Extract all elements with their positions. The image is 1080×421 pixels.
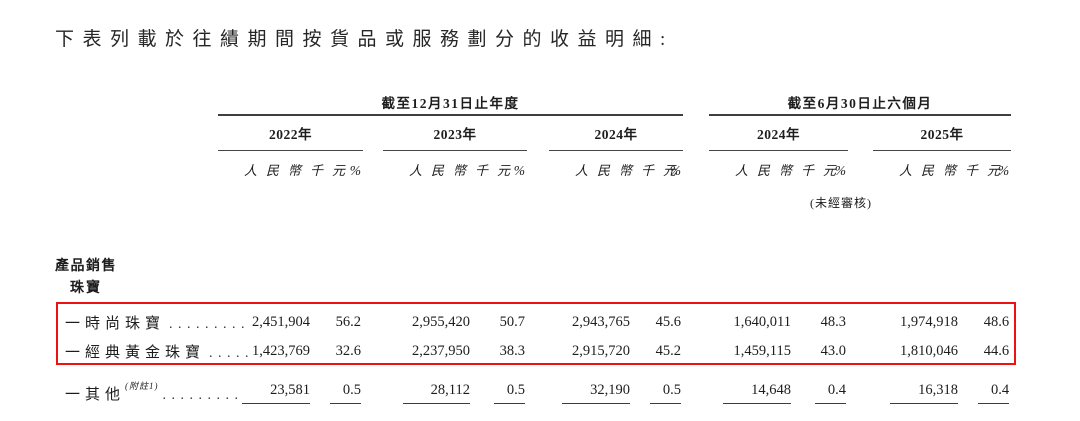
amount-cell: 2,237,950: [412, 343, 470, 359]
amount-unit-header: 人民幣千元: [575, 163, 686, 178]
amount-cell: 2,915,720: [572, 343, 630, 359]
row-label: 一其他: [65, 387, 126, 403]
amount-cell: 2,451,904: [252, 314, 310, 330]
percent-cell: 32.6: [335, 343, 361, 359]
amount-cell: 28,112: [383, 366, 473, 410]
section-label: 產品銷售: [55, 259, 117, 274]
section-row: 產品銷售: [55, 252, 1011, 278]
percent-cell: 0.4: [961, 366, 1011, 410]
leader-dots: .....: [209, 346, 255, 361]
percent-header: %: [669, 163, 681, 178]
unaudited-note-row: (未經審核): [55, 182, 1011, 212]
percent-cell: 43.0: [820, 343, 846, 359]
unit-header-row: 人民幣千元 % 人民幣千元 % 人民幣千元 % 人民幣千元 % 人民幣千元 %: [55, 151, 1011, 183]
percent-header: %: [834, 163, 846, 178]
subsection-row: 珠寶: [55, 278, 1011, 308]
table-row-fashion-jewelry: 一時尚珠寶......... 2,451,904 56.2 2,955,420 …: [55, 308, 1011, 337]
page-title: 下表列載於往績期間按貨品或服務劃分的收益明細:: [55, 29, 674, 50]
percent-cell: 56.2: [335, 314, 361, 330]
amount-cell: 1,974,918: [900, 314, 958, 330]
row-label: 一經典黃金珠寶: [65, 345, 206, 361]
percent-cell: 45.6: [655, 314, 681, 330]
revenue-table: 截至12月31日止年度 截至6月30日止六個月 2022年 2023年 2024…: [55, 92, 1012, 410]
subsection-label: 珠寶: [70, 281, 102, 296]
amount-cell: 23,581: [218, 366, 313, 410]
column-group-annual: 截至12月31日止年度: [218, 92, 683, 116]
amount-unit-header: 人民幣千元: [409, 163, 520, 178]
amount-cell: 1,810,046: [900, 343, 958, 359]
leader-dots: .........: [162, 388, 244, 403]
column-group-header-row: 截至12月31日止年度 截至6月30日止六個月: [55, 92, 1012, 116]
year-header-row: 2022年 2023年 2024年 2024年 2025年: [55, 115, 1012, 151]
amount-cell: 16,318: [873, 366, 961, 410]
leader-dots: .........: [169, 317, 251, 332]
revenue-breakdown-table: 截至12月31日止年度 截至6月30日止六個月 2022年 2023年 2024…: [55, 92, 1012, 410]
percent-header: %: [997, 163, 1010, 178]
table-row-classic-gold-jewelry: 一經典黃金珠寶..... 1,423,769 32.6 2,237,950 38…: [55, 337, 1011, 366]
percent-cell: 48.3: [820, 314, 846, 330]
percent-header: %: [349, 163, 361, 178]
percent-cell: 50.7: [499, 314, 525, 330]
percent-cell: 0.5: [313, 366, 363, 410]
amount-cell: 14,648: [709, 366, 794, 410]
amount-cell: 2,943,765: [572, 314, 630, 330]
year-header-2023: 2023年: [383, 115, 527, 151]
amount-unit-header: 人民幣千元: [899, 163, 1010, 178]
column-group-interim: 截至6月30日止六個月: [709, 92, 1012, 116]
percent-cell: 45.2: [655, 343, 681, 359]
row-label: 一時尚珠寶: [65, 316, 166, 332]
amount-cell: 1,459,115: [733, 343, 791, 359]
percent-header: %: [513, 163, 525, 178]
amount-unit-header: 人民幣千元: [735, 163, 846, 178]
percent-cell: 48.6: [983, 314, 1010, 330]
year-header-2024-interim: 2024年: [709, 115, 848, 151]
footnote-reference: (附註1): [125, 380, 159, 391]
percent-cell: 38.3: [499, 343, 525, 359]
spacer-row: [55, 212, 1011, 252]
year-header-2025-interim: 2025年: [873, 115, 1012, 151]
percent-cell: 0.4: [794, 366, 848, 410]
amount-unit-header: 人民幣千元: [244, 163, 355, 178]
percent-cell: 0.5: [473, 366, 527, 410]
percent-cell: 44.6: [983, 343, 1010, 359]
amount-cell: 2,955,420: [412, 314, 470, 330]
table-row-others: 一其他(附註1)......... 23,581 0.5 28,112 0.5 …: [55, 366, 1011, 410]
year-header-2022: 2022年: [218, 115, 363, 151]
amount-cell: 32,190: [549, 366, 633, 410]
year-header-2024: 2024年: [549, 115, 683, 151]
percent-cell: 0.5: [633, 366, 683, 410]
amount-cell: 1,640,011: [733, 314, 791, 330]
amount-cell: 1,423,769: [252, 343, 310, 359]
unaudited-note: (未經審核): [810, 196, 872, 210]
